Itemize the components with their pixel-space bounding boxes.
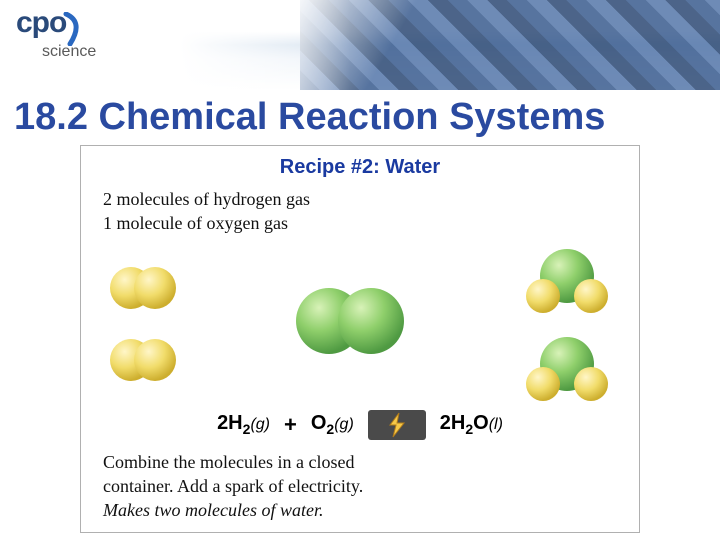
banner-collage bbox=[300, 0, 720, 90]
h2-column bbox=[103, 263, 183, 385]
ingredient-1: 2 molecules of hydrogen gas bbox=[103, 187, 617, 211]
logo-swoosh-icon bbox=[60, 12, 88, 46]
instructions: Combine the molecules in a closed contai… bbox=[103, 450, 617, 523]
eq-o2: O2(g) bbox=[311, 412, 354, 437]
instruction-line-2: container. Add a spark of electricity. bbox=[103, 474, 617, 498]
o2-molecule-icon bbox=[285, 281, 415, 361]
molecule-diagram bbox=[103, 244, 617, 404]
page-title: 18.2 Chemical Reaction Systems bbox=[14, 96, 720, 139]
h2o-molecule-icon bbox=[517, 244, 617, 316]
ingredients-list: 2 molecules of hydrogen gas 1 molecule o… bbox=[103, 187, 617, 236]
eq-h2o: 2H2O(l) bbox=[440, 412, 503, 437]
instruction-line-1: Combine the molecules in a closed bbox=[103, 450, 617, 474]
recipe-heading: Recipe #2: Water bbox=[103, 156, 617, 179]
h2-molecule-icon bbox=[103, 263, 183, 313]
logo-science-text: science bbox=[42, 44, 96, 60]
h2o-column bbox=[517, 244, 617, 404]
header-banner: cpo science bbox=[0, 0, 720, 90]
h2-molecule-icon bbox=[103, 335, 183, 385]
eq-plus: + bbox=[284, 412, 297, 438]
spark-icon bbox=[368, 410, 426, 440]
h2o-molecule-icon bbox=[517, 332, 617, 404]
yield-line: Makes two molecules of water. bbox=[103, 498, 617, 522]
recipe-card: Recipe #2: Water 2 molecules of hydrogen… bbox=[80, 145, 640, 533]
logo: cpo science bbox=[16, 8, 96, 60]
ingredient-2: 1 molecule of oxygen gas bbox=[103, 211, 617, 235]
chemical-equation: 2H2(g) + O2(g) 2H2O(l) bbox=[103, 410, 617, 440]
o2-column bbox=[285, 281, 415, 366]
eq-h2: 2H2(g) bbox=[217, 412, 270, 437]
logo-cpo-text: cpo bbox=[16, 8, 66, 38]
